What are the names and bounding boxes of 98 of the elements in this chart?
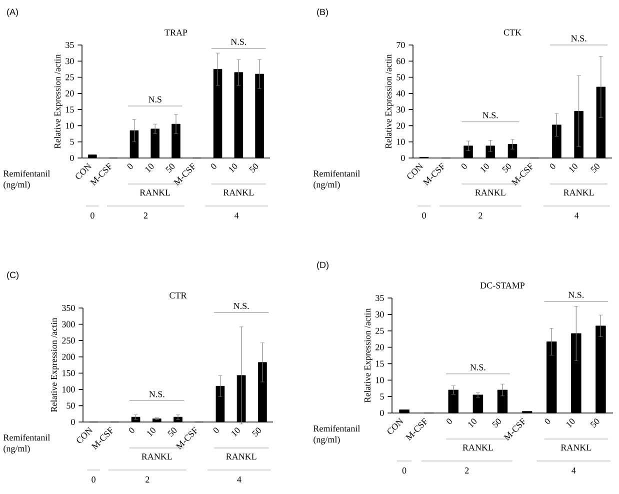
y-tick-label: 10	[396, 138, 405, 145]
x-tick-label: 10	[145, 164, 154, 173]
x-tick-label: 10	[147, 428, 156, 437]
annotation: N.S.	[234, 302, 249, 310]
text: RANKL	[142, 454, 172, 460]
x-tick-label: 10	[232, 428, 240, 437]
x-tick-label: 0	[550, 164, 556, 170]
x-axis-title: Remifentanil (ng/ml)	[313, 170, 360, 190]
text: 2	[144, 212, 148, 218]
x-axis-title: Remifentanil (ng/ml)	[313, 425, 360, 444]
y-tick-label: 25	[376, 328, 384, 334]
x-tick-label: 50	[590, 418, 600, 428]
y-tick-label: 0	[380, 410, 384, 416]
y-tick-label: 70	[396, 42, 405, 48]
y-tick-label: 30	[396, 106, 405, 113]
y-tick-label: 350	[62, 304, 75, 312]
y-tick-label: 200	[62, 354, 75, 360]
x-tick-label: 50	[252, 428, 262, 437]
annotation: N.S.	[482, 112, 498, 118]
x-tick-label: 10	[566, 418, 575, 428]
x-tick-label: 50	[492, 418, 502, 428]
x-tick-label: 50	[166, 164, 175, 173]
y-tick-label: 20	[396, 122, 405, 129]
text: RANKL	[462, 444, 493, 450]
x-tick-label: 0	[446, 418, 452, 424]
text: 2	[146, 476, 150, 482]
text: 4	[237, 476, 242, 482]
text: 0	[92, 476, 96, 483]
text: (A)	[7, 8, 18, 17]
text: 0	[422, 212, 426, 219]
chart-title: CTR	[170, 292, 187, 298]
chart-title: DC-STAMP	[480, 282, 525, 288]
y-axis-title: Relative Expression /actin	[50, 318, 59, 412]
text: 0	[90, 212, 94, 219]
y-tick-label: 10	[376, 377, 384, 384]
text: (D)	[317, 262, 328, 270]
x-tick-label: 50	[168, 428, 177, 437]
text: (C)	[7, 272, 18, 280]
y-tick-label: 35	[376, 294, 384, 302]
text: 4	[574, 212, 579, 218]
text: RANKL	[560, 444, 592, 450]
y-tick-label: 15	[376, 360, 384, 367]
text: (B)	[317, 8, 328, 17]
annotation: N.S.	[149, 391, 164, 398]
annotation: N.S.	[470, 364, 486, 370]
y-tick-label: 5	[70, 138, 74, 145]
x-tick-label: 10	[480, 164, 489, 173]
x-tick-label: 50	[249, 164, 258, 173]
y-tick-label: 20	[66, 90, 74, 96]
y-tick-label: 0	[70, 154, 74, 162]
y-tick-label: 15	[66, 106, 74, 113]
y-tick-label: 20	[376, 344, 384, 350]
text: RANKL	[223, 190, 254, 196]
x-tick-label: 10	[468, 418, 477, 428]
y-tick-label: 60	[396, 58, 405, 64]
x-tick-label: 50	[502, 164, 512, 173]
y-tick-label: 30	[376, 311, 384, 318]
chart-title: TRAP	[164, 30, 188, 36]
y-tick-label: 5	[380, 394, 384, 400]
x-axis-title: Remifentanil (ng/ml)	[3, 434, 50, 454]
x-tick-label: 10	[228, 164, 238, 173]
text: 4	[572, 468, 576, 474]
y-tick-label: 40	[396, 90, 405, 96]
text: N.S.	[571, 35, 586, 42]
x-tick-label: 10	[569, 164, 578, 173]
text: 4	[234, 212, 239, 218]
x-tick-label: 0	[127, 164, 133, 170]
y-tick-label: 250	[62, 338, 75, 344]
y-tick-label: 30	[66, 58, 74, 64]
x-tick-label: 50	[590, 164, 600, 173]
y-tick-label: 25	[66, 74, 74, 80]
x-tick-label: 0	[213, 428, 219, 434]
text: RANKL	[564, 190, 594, 196]
y-tick-label: 35	[66, 42, 74, 48]
y-axis-title: Relative Expression /actin	[364, 308, 372, 402]
chart-title: CTK	[504, 29, 522, 36]
x-tick-label: 0	[544, 418, 550, 424]
text: RANKL	[226, 454, 256, 460]
y-tick-label: 300	[62, 321, 75, 328]
y-tick-label: 150	[62, 370, 75, 376]
y-axis-title: Relative Expression /actin	[385, 54, 394, 148]
text: RANKL	[475, 190, 506, 196]
x-axis-title: Remifentanil (ng/ml)	[3, 170, 50, 190]
y-tick-label: 50	[66, 402, 75, 409]
x-tick-label: 0	[129, 428, 134, 434]
text: N.S.	[230, 38, 246, 45]
y-tick-label: 50	[396, 74, 405, 80]
y-tick-label: 100	[62, 386, 75, 392]
y-axis-title: Relative Expression /actin	[54, 54, 62, 148]
text: N.S.	[568, 292, 584, 298]
x-tick-label: 0	[211, 164, 216, 170]
y-tick-label: 10	[66, 122, 74, 129]
y-tick-label: 0	[401, 154, 405, 162]
text: 2	[478, 212, 482, 218]
text: 2	[465, 468, 469, 474]
x-tick-label: 0	[462, 164, 467, 170]
text: RANKL	[140, 190, 170, 196]
annotation: N.S	[148, 96, 162, 102]
